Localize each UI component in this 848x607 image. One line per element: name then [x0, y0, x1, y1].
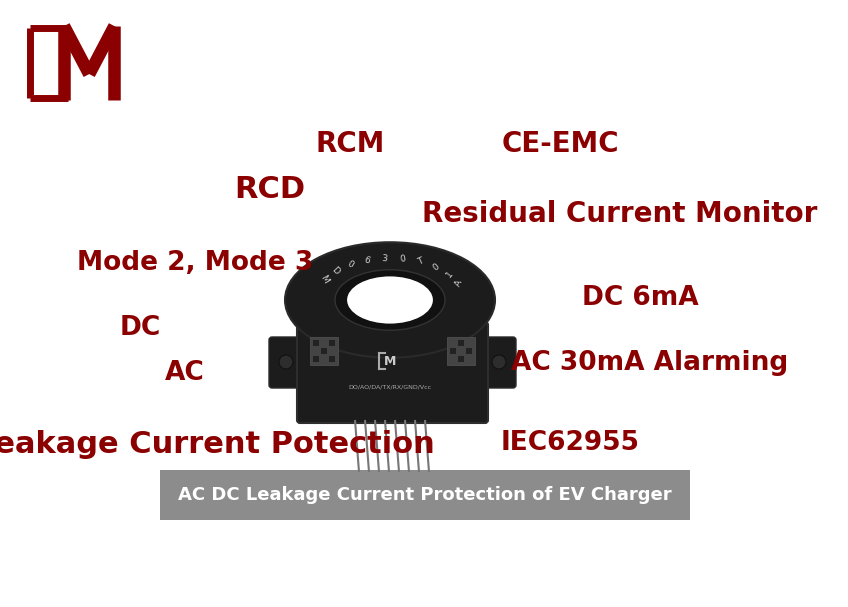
FancyBboxPatch shape: [297, 322, 488, 423]
Text: IEC62955: IEC62955: [500, 430, 639, 456]
Text: Mode 2, Mode 3: Mode 2, Mode 3: [77, 250, 313, 276]
FancyBboxPatch shape: [329, 356, 335, 362]
Text: 0: 0: [432, 262, 442, 273]
FancyBboxPatch shape: [329, 340, 335, 346]
Ellipse shape: [347, 276, 432, 324]
Ellipse shape: [335, 270, 445, 330]
Text: 1: 1: [444, 270, 455, 279]
Text: A: A: [454, 279, 465, 288]
Circle shape: [492, 355, 506, 369]
Text: 3: 3: [382, 254, 388, 263]
Text: 0: 0: [345, 259, 354, 270]
Ellipse shape: [285, 242, 495, 358]
Text: Leakage Current Potection: Leakage Current Potection: [0, 430, 435, 459]
Circle shape: [279, 355, 293, 369]
Text: DC: DC: [120, 315, 160, 341]
FancyBboxPatch shape: [313, 340, 319, 346]
Text: CE-EMC: CE-EMC: [501, 130, 619, 158]
Text: M: M: [384, 354, 396, 368]
FancyBboxPatch shape: [310, 337, 338, 365]
Text: RCM: RCM: [315, 130, 385, 158]
Text: M: M: [319, 274, 331, 285]
FancyBboxPatch shape: [160, 470, 690, 520]
Text: DC 6mA: DC 6mA: [582, 285, 698, 311]
FancyBboxPatch shape: [458, 356, 464, 362]
Text: Residual Current Monitor: Residual Current Monitor: [422, 200, 817, 228]
Text: DO/AO/DA/TX/RX/GND/Vcc: DO/AO/DA/TX/RX/GND/Vcc: [349, 384, 432, 389]
FancyBboxPatch shape: [313, 356, 319, 362]
Text: AC 30mA Alarming: AC 30mA Alarming: [511, 350, 789, 376]
FancyBboxPatch shape: [450, 348, 456, 354]
FancyBboxPatch shape: [482, 337, 516, 388]
FancyBboxPatch shape: [447, 337, 475, 365]
FancyBboxPatch shape: [269, 337, 303, 388]
Text: 6: 6: [362, 256, 371, 266]
Text: D: D: [330, 265, 341, 277]
Text: AC DC Leakage Current Protection of EV Charger: AC DC Leakage Current Protection of EV C…: [178, 486, 672, 504]
FancyBboxPatch shape: [458, 340, 464, 346]
Text: RCD: RCD: [234, 175, 305, 204]
Text: T: T: [416, 257, 425, 267]
Text: 0: 0: [399, 254, 407, 264]
FancyBboxPatch shape: [466, 348, 472, 354]
FancyBboxPatch shape: [321, 348, 327, 354]
Text: AC: AC: [165, 360, 205, 386]
